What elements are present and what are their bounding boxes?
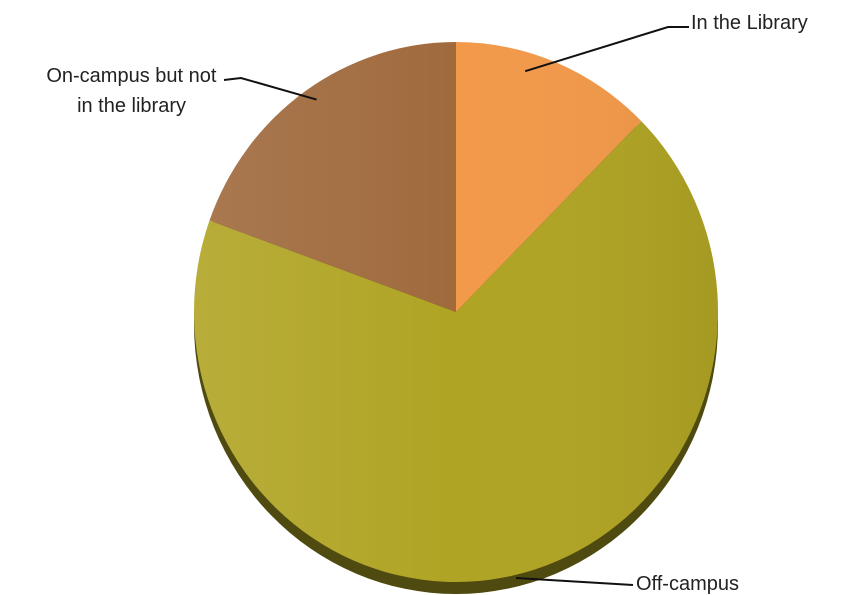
slice-label-off-campus: Off-campus bbox=[636, 573, 739, 595]
leader-line-0 bbox=[524, 26, 689, 73]
leader-lines bbox=[223, 26, 689, 586]
slice-label-in-the-library: In the Library bbox=[691, 12, 808, 34]
slice-label-line-2: in the library bbox=[77, 95, 186, 117]
leader-line-1 bbox=[515, 577, 634, 586]
leader-line-2 bbox=[223, 76, 317, 101]
slice-label-on-campus-not-library: On-campus but not in the library bbox=[46, 65, 222, 117]
slice-label-line-1: On-campus but not bbox=[46, 65, 217, 87]
pie-slices bbox=[194, 41, 719, 583]
